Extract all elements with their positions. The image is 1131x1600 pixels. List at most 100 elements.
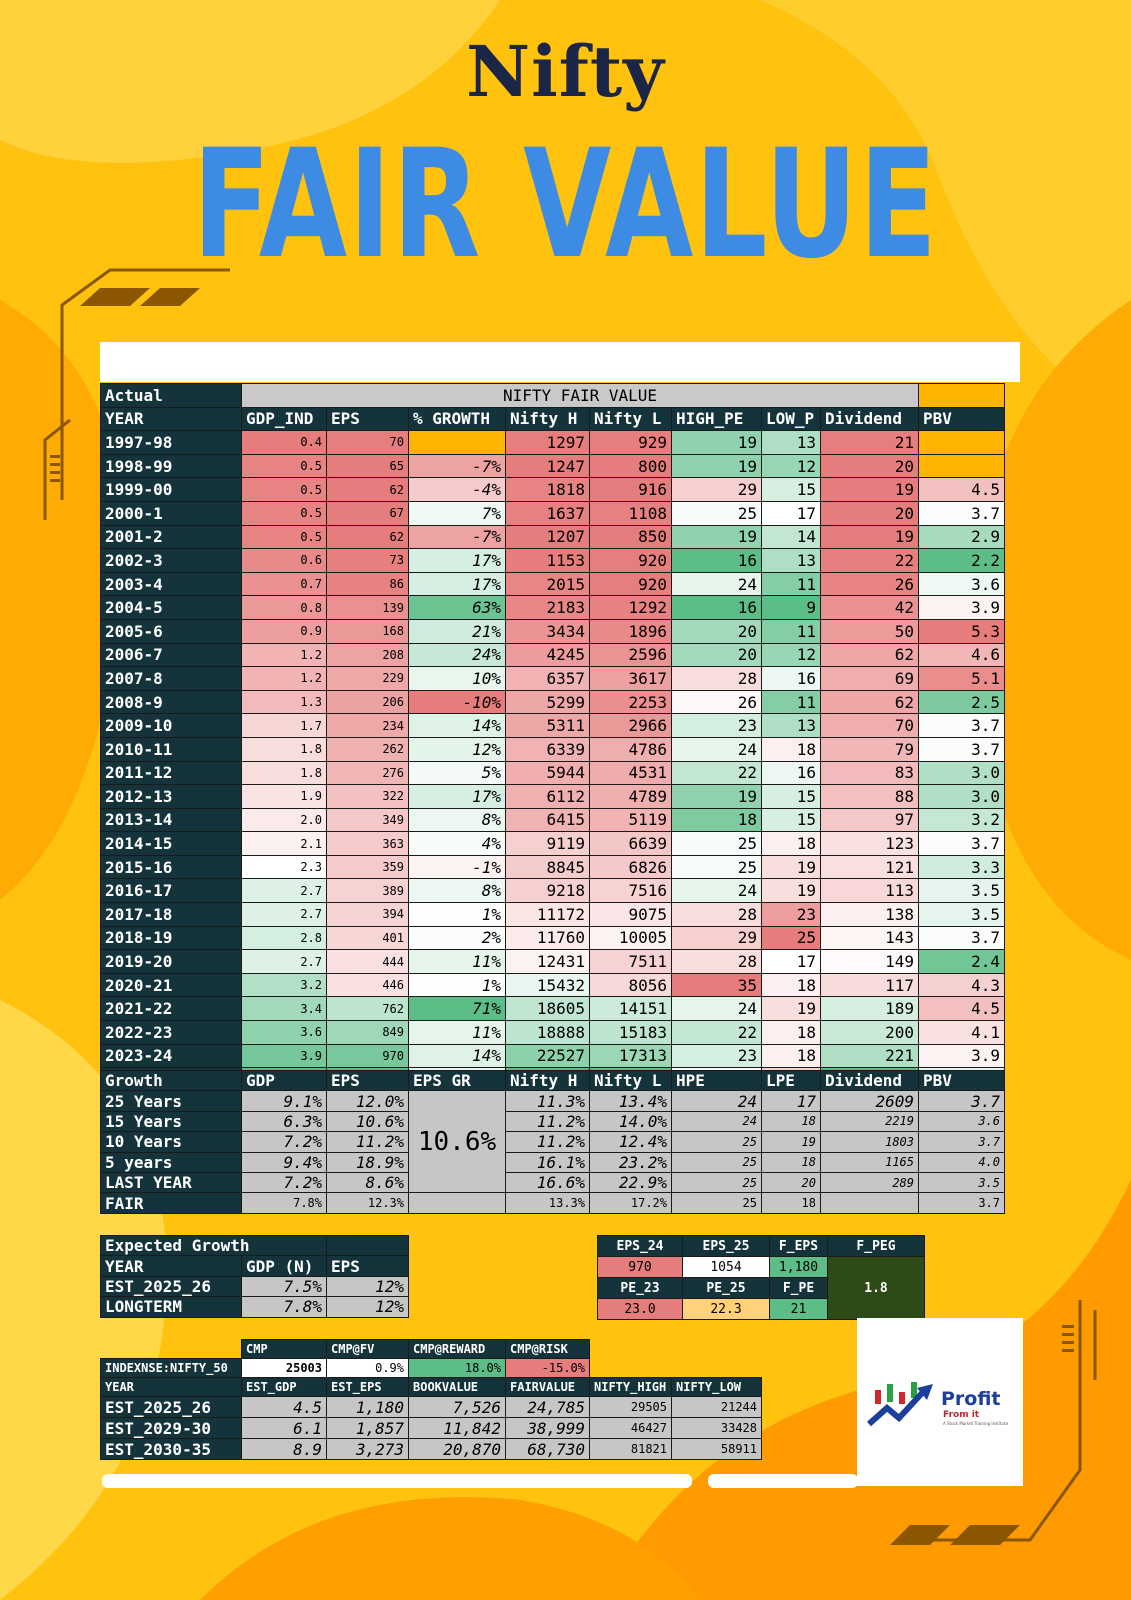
cell-gdp: 2.7: [241, 878, 327, 904]
growth-cell-nh: 16.1%: [505, 1151, 590, 1173]
cell-pbv: 2.2: [918, 548, 1005, 573]
cell-high-pe: 16: [671, 595, 762, 620]
cell-nifty-high: 4245: [505, 642, 590, 668]
title-fair-value: FAIR VALUE: [192, 118, 939, 292]
estimate-cell-0: EST_2025_26: [100, 1396, 242, 1418]
table-row: 2018-19 2.8 401 2% 11760 10005 29 25 143 3.7: [100, 925, 1005, 951]
profit-from-it-logo: Profit From it A Stock Market Training I…: [857, 1318, 1023, 1486]
mini-v-eps24: 970: [597, 1256, 683, 1278]
cell-growth: 17%: [408, 571, 506, 597]
logo-sub: A Stock Market Training Institute: [943, 1421, 1009, 1426]
cell-growth: 7%: [408, 500, 506, 526]
growth-cell-nl: 17.2%: [589, 1192, 672, 1214]
expected-header-1: GDP (N): [241, 1255, 327, 1277]
cell-high-pe: 18: [671, 807, 762, 833]
table-row: 2021-22 3.4 762 71% 18605 14151 24 19 189 4.5: [100, 996, 1005, 1022]
cell-low-pe: 13: [761, 713, 821, 738]
cell-low-pe: 15: [761, 477, 821, 502]
cell-low-pe: 13: [761, 430, 821, 455]
growth-cell-hpe: 25: [671, 1192, 762, 1214]
cell-low-pe: 19: [761, 854, 821, 880]
cell-nifty-low: 920: [589, 571, 672, 597]
cell-eps: 86: [326, 571, 409, 597]
cell-eps: 67: [326, 500, 409, 526]
title-nifty: Nifty: [466, 30, 665, 113]
index-label: INDEXNSE:NIFTY_50: [100, 1358, 242, 1378]
cell-low-pe: 25: [761, 925, 821, 951]
growth-row-label: FAIR: [100, 1192, 242, 1214]
estimate-cell-1: 6.1: [241, 1417, 327, 1439]
cell-year: 2003-4: [100, 571, 242, 597]
cell-dividend: 62: [820, 689, 919, 715]
cell-nifty-low: 850: [589, 524, 672, 550]
cell-pbv: 2.4: [918, 949, 1005, 974]
cell-year: 2010-11: [100, 736, 242, 762]
cell-gdp: 2.8: [241, 925, 327, 951]
cell-nifty-high: 6112: [505, 784, 590, 809]
cell-high-pe: 22: [671, 760, 762, 786]
cmp-spacer-right: [590, 1340, 762, 1359]
cell-nifty-low: 3617: [589, 666, 672, 691]
cell-nifty-high: 1637: [505, 500, 590, 526]
cell-gdp: 0.4: [241, 430, 327, 455]
estimates-header-6: NIFTY_LOW: [671, 1377, 762, 1397]
expected-eps: 12%: [326, 1296, 409, 1318]
table-row: 2009-10 1.7 234 14% 5311 2966 23 13 70 3.7: [100, 713, 1005, 738]
cell-pbv: 2.9: [918, 524, 1005, 550]
table-row: 2010-11 1.8 262 12% 6339 4786 24 18 79 3.7: [100, 736, 1005, 762]
cell-pbv: 3.7: [918, 736, 1005, 762]
table-row: 2008-9 1.3 206 -10% 5299 2253 26 11 62 2.5: [100, 689, 1005, 715]
estimates-header-0: YEAR: [100, 1377, 242, 1397]
estimate-cell-5: 81821: [589, 1438, 672, 1460]
estimate-cell-5: 29505: [589, 1396, 672, 1418]
cell-year: 2019-20: [100, 949, 242, 974]
growth-header-row: Growth GDP EPS EPS GR Nifty H Nifty L HPE LPE Di…: [100, 1069, 1005, 1092]
table-row: 2000-1 0.5 67 7% 1637 1108 25 17 20 3.7: [100, 500, 1005, 526]
cell-gdp: 1.7: [241, 713, 327, 738]
cmp-h-cmp: CMP: [241, 1339, 327, 1359]
cell-pbv: [918, 453, 1005, 479]
cell-eps: 139: [326, 595, 409, 620]
growth-cell-lpe: 17: [761, 1090, 821, 1112]
cell-dividend: 50: [820, 618, 919, 644]
estimates-header-4: FAIRVALUE: [505, 1377, 590, 1397]
cell-gdp: 3.6: [241, 1020, 327, 1045]
cell-high-pe: 28: [671, 902, 762, 927]
table-row: 1997-98 0.4 70 1297 929 19 13 21: [100, 430, 1005, 455]
growth-header-gdp: GDP: [241, 1069, 327, 1092]
eps-growth-fair-blank: [408, 1192, 506, 1214]
cell-dividend: 113: [820, 878, 919, 904]
cell-growth: 4%: [408, 831, 506, 856]
cell-pbv: 3.5: [918, 878, 1005, 904]
growth-row-label: 10 Years: [100, 1131, 242, 1153]
cell-year: 2007-8: [100, 666, 242, 691]
cell-eps: 262: [326, 736, 409, 762]
cell-gdp: 1.8: [241, 736, 327, 762]
cell-growth: 71%: [408, 996, 506, 1022]
cell-nifty-low: 2253: [589, 689, 672, 715]
cell-nifty-high: 5944: [505, 760, 590, 786]
cell-growth: -1%: [408, 854, 506, 880]
growth-cell-nh: 11.2%: [505, 1131, 590, 1153]
estimate-cell-2: 1,180: [326, 1396, 409, 1418]
cell-eps: 359: [326, 854, 409, 880]
cell-year: 2022-23: [100, 1020, 242, 1045]
cell-nifty-low: 916: [589, 477, 672, 502]
cell-dividend: 62: [820, 642, 919, 668]
cell-nifty-high: 15432: [505, 972, 590, 998]
cell-pbv: 3.6: [918, 571, 1005, 597]
cell-low-pe: 18: [761, 736, 821, 762]
cell-gdp: 1.2: [241, 666, 327, 691]
cell-year: 2015-16: [100, 854, 242, 880]
cell-high-pe: 25: [671, 500, 762, 526]
cell-dividend: 69: [820, 666, 919, 691]
cell-gdp: 1.2: [241, 642, 327, 668]
cell-low-pe: 13: [761, 548, 821, 573]
cell-dividend: 20: [820, 453, 919, 479]
cell-year: 2018-19: [100, 925, 242, 951]
growth-row-label: 25 Years: [100, 1090, 242, 1112]
cell-low-pe: 18: [761, 1020, 821, 1045]
growth-cell-pbv: 4.0: [918, 1151, 1005, 1173]
table-row: 1999-00 0.5 62 -4% 1818 916 29 15 19 4.5: [100, 477, 1005, 502]
cell-growth: 8%: [408, 807, 506, 833]
